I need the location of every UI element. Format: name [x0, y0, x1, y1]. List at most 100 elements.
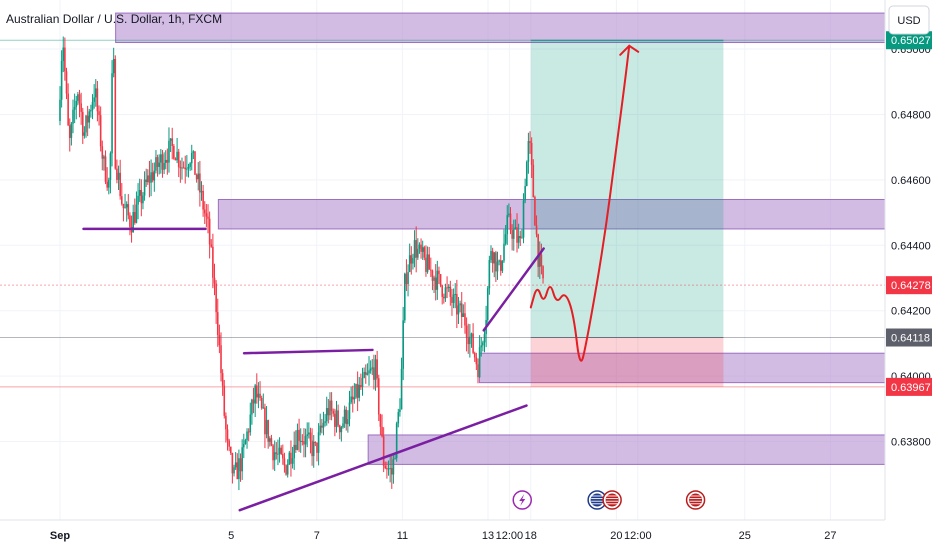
candle-body-123	[259, 393, 261, 399]
candle-body-129	[269, 438, 271, 442]
candle-body-195	[376, 359, 378, 379]
candle-body-226	[426, 254, 429, 272]
candle-body-273	[503, 243, 505, 261]
position-target-area[interactable]	[530, 40, 724, 338]
candle-body-67	[168, 140, 170, 163]
trendline-2[interactable]	[238, 404, 528, 512]
candle-body-147	[298, 429, 300, 441]
candle-body-105	[229, 446, 232, 454]
candle-body-52	[143, 179, 146, 196]
candle-body-140	[286, 464, 289, 475]
candle-body-2	[62, 47, 65, 61]
lightning-icon-0[interactable]	[512, 490, 532, 510]
candle-body-289	[529, 141, 531, 143]
candle-body-84	[195, 174, 198, 180]
currency-button[interactable]	[888, 5, 930, 35]
time-tick-label-3: 11	[397, 530, 408, 542]
time-scale-background[interactable]	[0, 520, 885, 550]
candlestick-series	[59, 36, 544, 491]
projection-curve[interactable]	[529, 44, 631, 362]
candle-body-134	[277, 453, 279, 455]
time-tick-label-1: 5	[228, 530, 234, 542]
candle-body-57	[151, 172, 154, 181]
us-flag-icon-2[interactable]	[602, 490, 622, 510]
candle-body-22	[94, 88, 97, 98]
candle-body-59	[155, 157, 157, 171]
zone-rectangle-0[interactable]	[115, 12, 896, 44]
candle-body-205	[392, 459, 395, 475]
candle-body-120	[254, 385, 256, 404]
candle-body-103	[226, 429, 229, 441]
candle-body-192	[371, 367, 374, 369]
candle-body-231	[434, 277, 437, 290]
candle-body-253	[470, 333, 473, 337]
candle-body-127	[265, 420, 268, 435]
us-flag-icon-3[interactable]	[685, 490, 706, 510]
candle-body-115	[246, 431, 248, 441]
time-tick-label-5: 12:00	[496, 530, 524, 542]
candle-body-77	[184, 167, 187, 170]
economic-event-icons[interactable]	[512, 490, 706, 510]
candle-body-200	[384, 465, 387, 469]
candle-body-87	[200, 190, 203, 193]
candle-body-113	[242, 444, 245, 448]
candle-body-60	[156, 157, 159, 167]
projection-arrowhead	[619, 44, 640, 56]
zone-rectangle-1[interactable]	[217, 198, 896, 230]
candle-body-265	[490, 251, 492, 260]
candle-body-97	[216, 312, 219, 336]
candle-body-7	[70, 123, 73, 138]
candle-body-108	[234, 462, 237, 468]
candle-body-174	[342, 423, 344, 428]
candle-body-112	[241, 447, 243, 472]
trendline-1[interactable]	[242, 348, 374, 355]
candle-body-229	[431, 270, 434, 281]
candle-body-161	[321, 425, 323, 428]
price-scale-background[interactable]	[885, 0, 932, 550]
candle-body-94	[212, 246, 214, 278]
candle-body-259	[480, 345, 483, 348]
candle-body-19	[90, 110, 92, 112]
candle-body-203	[389, 468, 391, 470]
price-badge-2	[886, 328, 932, 347]
position-stop-area[interactable]	[530, 337, 724, 387]
candle-body-26	[101, 146, 104, 159]
candle-body-111	[239, 458, 242, 472]
candle-body-45	[132, 212, 134, 233]
au-flag-icon-1[interactable]	[587, 490, 607, 510]
candle-body-172	[338, 425, 341, 433]
candle-body-90	[205, 213, 208, 217]
trendline-3[interactable]	[482, 247, 545, 332]
candle-body-160	[319, 425, 322, 433]
candle-body-98	[218, 335, 221, 346]
long-position-tool[interactable]	[530, 39, 724, 387]
candle-body-146	[296, 429, 299, 450]
candle-body-92	[208, 218, 211, 245]
candle-body-276	[508, 213, 510, 216]
supply-demand-zones	[115, 12, 896, 465]
candle-body-193	[373, 367, 375, 380]
projection-path[interactable]	[529, 44, 640, 362]
candle-body-128	[267, 420, 269, 442]
currency-label: USD	[897, 15, 920, 27]
zone-rectangle-2[interactable]	[478, 352, 896, 384]
candle-body-295	[538, 254, 541, 267]
candle-body-20	[91, 101, 94, 111]
candle-body-130	[270, 438, 273, 446]
price-badge-label-3: 0.63967	[891, 382, 931, 394]
candle-body-216	[410, 255, 413, 264]
candle-body-27	[103, 156, 105, 159]
price-badges: 0.65027 0.64278 0.64118 0.63967	[886, 31, 932, 396]
candle-body-217	[412, 258, 414, 264]
candle-body-107	[233, 467, 235, 474]
zone-rectangle-3[interactable]	[367, 434, 896, 465]
candle-body-241	[451, 296, 453, 303]
candle-body-245	[457, 305, 460, 315]
candle-body-254	[472, 333, 474, 353]
candle-body-121	[255, 385, 258, 398]
candle-body-38	[121, 196, 123, 204]
trendlines[interactable]	[82, 227, 545, 512]
candle-body-246	[459, 303, 461, 306]
candle-body-221	[418, 244, 421, 249]
